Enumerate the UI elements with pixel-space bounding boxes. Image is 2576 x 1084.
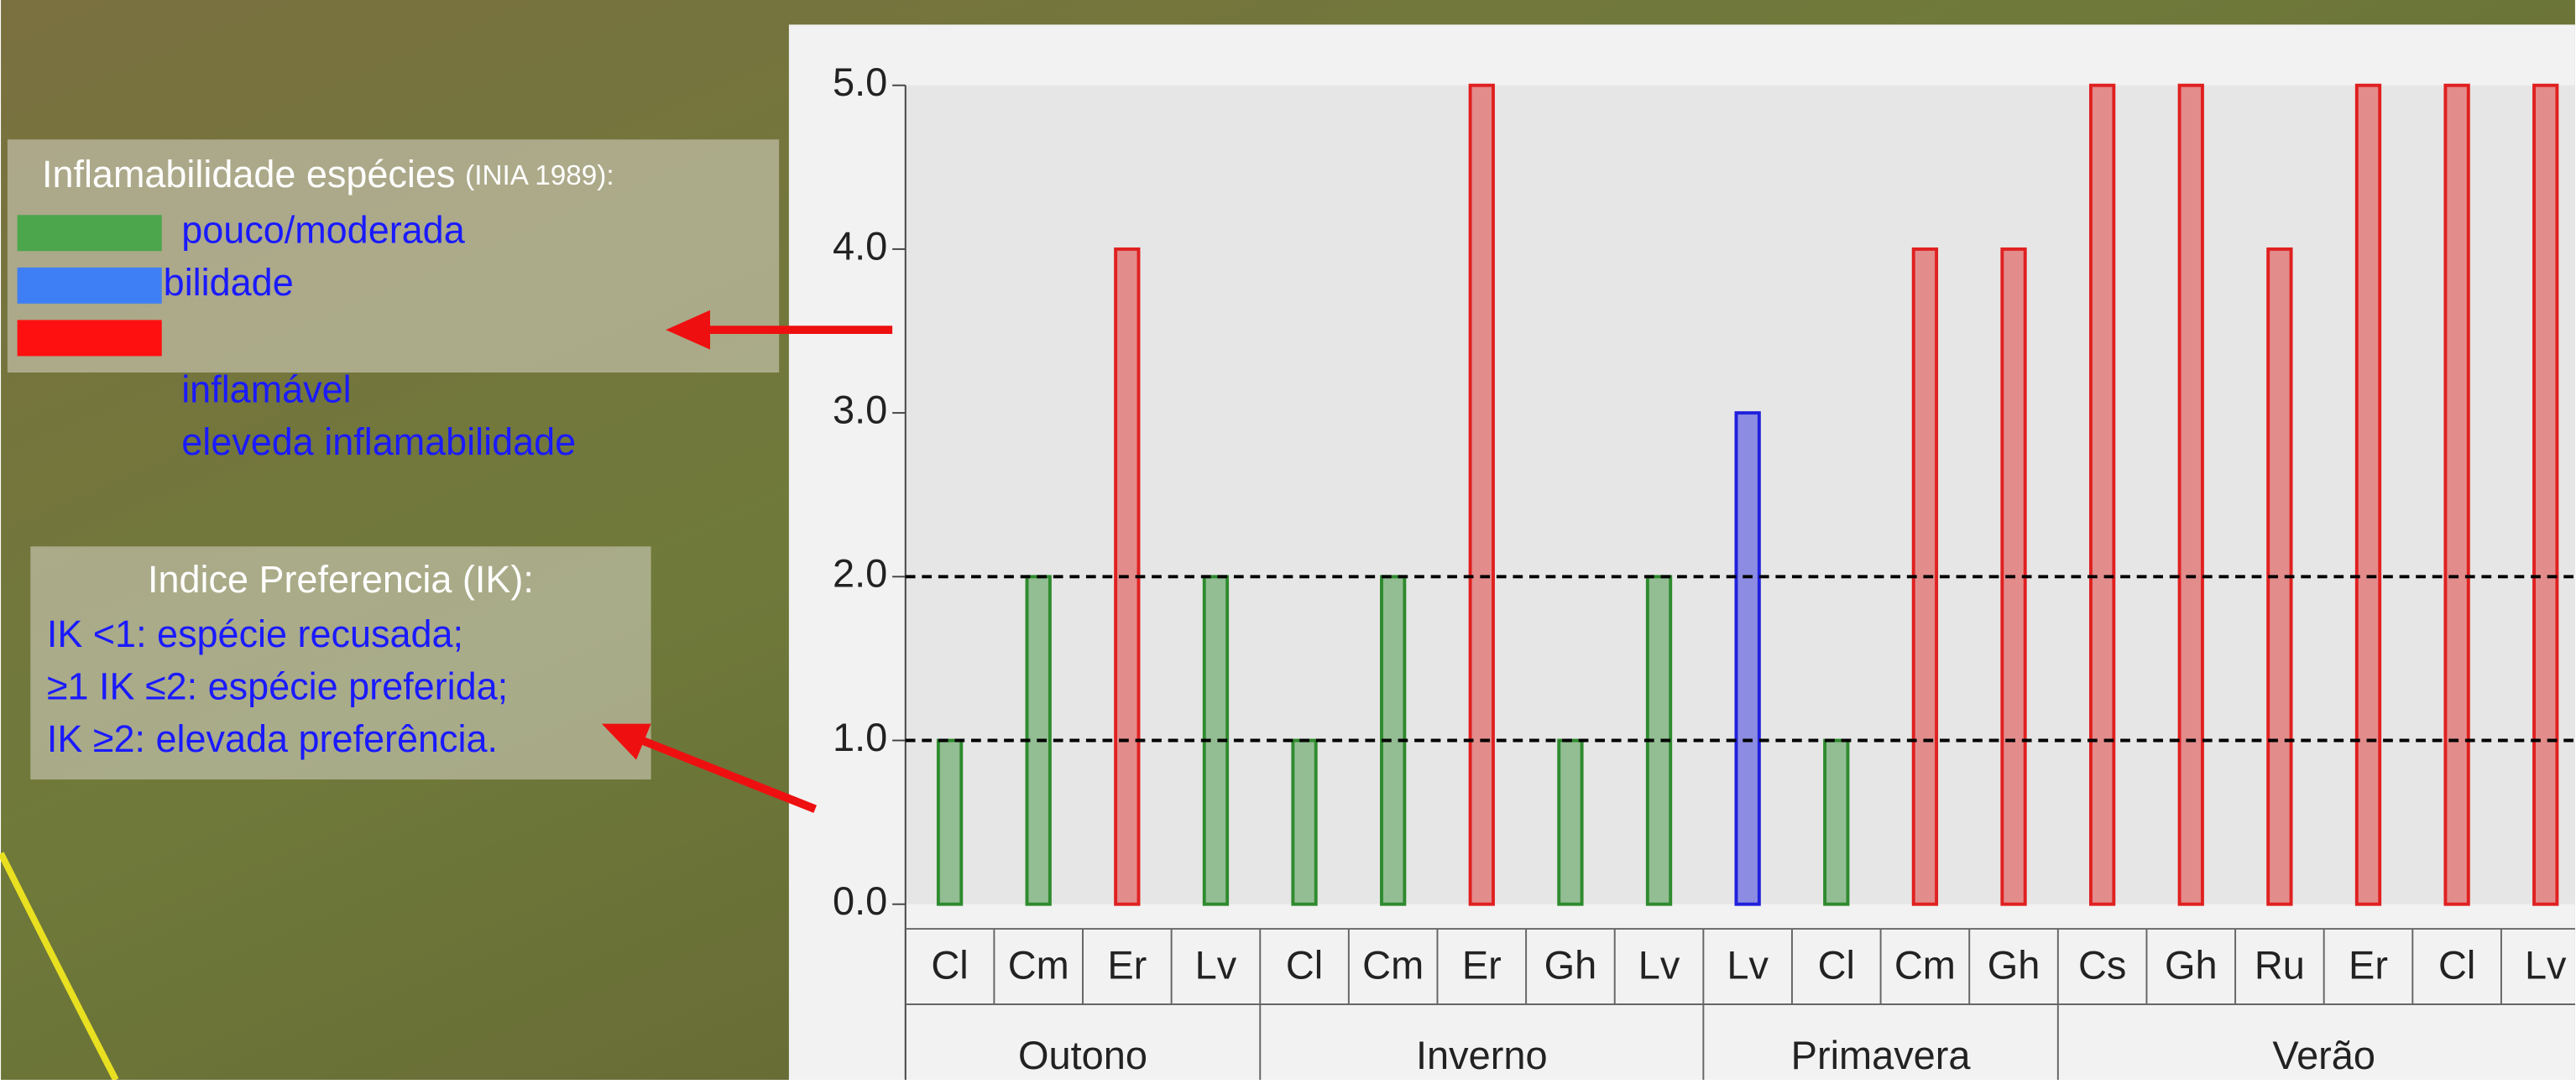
legend-label: eleveda inflamabilidade	[181, 420, 576, 463]
x-tick-label: Er	[1462, 943, 1502, 987]
bar	[938, 741, 961, 904]
legend-title-note: (INIA 1989):	[465, 160, 614, 191]
legend-label: pouco/moderada	[181, 209, 465, 252]
legend-label: inflamável	[181, 367, 351, 410]
legend-swatch	[18, 268, 162, 304]
group-label: Verão	[2272, 1034, 2375, 1077]
legend-title-text: Inflamabilidade espécies	[42, 153, 455, 195]
x-tick-label: Cm	[1362, 943, 1424, 987]
y-tick-label: 4.0	[833, 224, 887, 268]
y-tick-label: 2.0	[833, 552, 887, 596]
bar	[2357, 86, 2380, 904]
y-tick-label: 5.0	[833, 60, 887, 104]
bar	[1293, 741, 1315, 904]
y-tick-label: 1.0	[833, 716, 887, 759]
y-tick-label: 3.0	[833, 388, 887, 432]
x-tick-label: Er	[1107, 943, 1147, 987]
x-tick-label: Er	[2349, 943, 2388, 987]
x-tick-label: Lv	[1638, 943, 1680, 987]
group-label: Primavera	[1791, 1034, 1972, 1077]
x-tick-label: Lv	[1195, 943, 1237, 987]
legend-swatch	[18, 215, 162, 251]
page: 0.0 1.0 2.0 3.0 4.0 5.0 Cl Cm Er Lv Outono Cl Cm Er Gh…	[0, 0, 2576, 1080]
x-tick-label: Cm	[1894, 943, 1956, 987]
x-tick-label: Cl	[931, 943, 968, 987]
x-tick-label: Gh	[2165, 943, 2218, 987]
x-tick-label: Gh	[1988, 943, 2040, 987]
bar	[1736, 413, 1758, 904]
x-tick-label: Cm	[1008, 943, 1069, 987]
bar	[1559, 741, 1581, 904]
x-tick-label: Cs	[2078, 943, 2126, 987]
note-title: Indice Preferencia (IK):	[148, 558, 534, 601]
x-tick-label: Lv	[2525, 943, 2567, 987]
group-label: Inverno	[1416, 1034, 1548, 1077]
chart: 0.0 1.0 2.0 3.0 4.0 5.0 Cl Cm Er Lv Outono Cl Cm Er Gh…	[0, 0, 2576, 1080]
x-tick-label: Gh	[1544, 943, 1597, 987]
bar	[1471, 86, 1493, 904]
bar	[1825, 741, 1847, 904]
note-line: ≥1 IK ≤2: espécie preferida;	[47, 664, 508, 707]
group-label: Outono	[1018, 1034, 1147, 1077]
legend-label: bilidade	[164, 261, 294, 304]
x-tick-label: Cl	[2438, 943, 2475, 987]
bar	[2180, 86, 2202, 904]
x-tick-label: Ru	[2255, 943, 2305, 987]
y-tick-label: 0.0	[833, 879, 887, 923]
legend-swatch	[18, 320, 162, 356]
bar	[2445, 86, 2468, 904]
x-tick-label: Cl	[1818, 943, 1855, 987]
note-line: IK ≥2: elevada preferência.	[47, 717, 498, 760]
x-tick-label: Lv	[1727, 943, 1769, 987]
bar	[2091, 86, 2114, 904]
bar	[2534, 86, 2557, 904]
x-tick-label: Cl	[1286, 943, 1323, 987]
note-line: IK <1: espécie recusada;	[47, 612, 463, 655]
